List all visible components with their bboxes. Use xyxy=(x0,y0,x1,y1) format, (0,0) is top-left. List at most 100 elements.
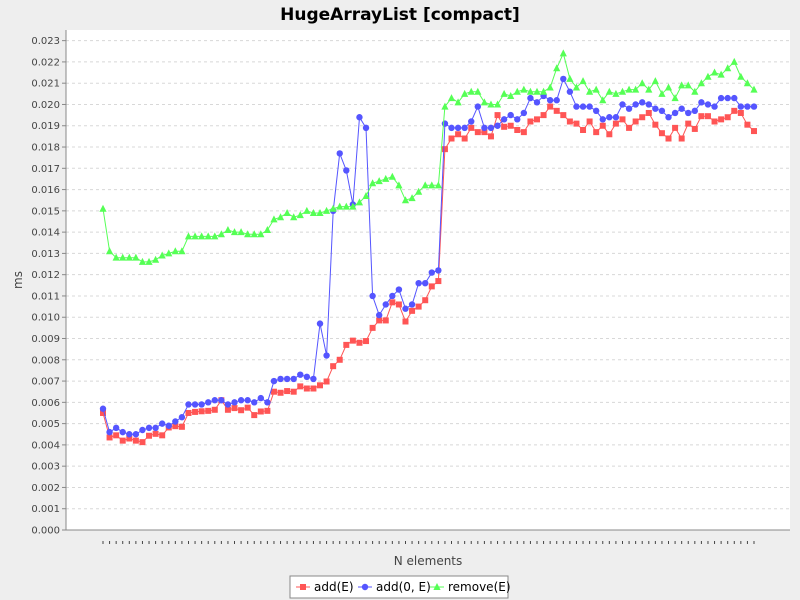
data-point xyxy=(388,172,396,180)
y-tick-label: 0.017 xyxy=(31,164,60,175)
y-tick-label: 0.007 xyxy=(31,377,60,388)
data-point xyxy=(277,375,284,383)
data-point xyxy=(560,112,567,119)
data-point xyxy=(238,407,245,414)
data-point xyxy=(750,85,758,93)
data-point xyxy=(251,412,258,419)
data-point xyxy=(263,226,271,233)
data-point xyxy=(566,118,573,125)
data-point xyxy=(132,431,140,438)
y-tick-label: 0.012 xyxy=(31,270,60,281)
data-point xyxy=(211,232,219,240)
data-point xyxy=(231,399,238,406)
data-point xyxy=(593,129,600,136)
data-point xyxy=(632,101,639,108)
data-point xyxy=(145,424,153,432)
data-point xyxy=(270,388,277,395)
legend-box xyxy=(289,575,509,599)
data-point xyxy=(224,406,231,413)
data-point xyxy=(546,97,554,104)
data-point xyxy=(297,371,304,378)
data-point xyxy=(441,146,448,153)
data-point xyxy=(731,107,738,114)
data-point xyxy=(230,228,239,236)
data-point xyxy=(343,341,350,348)
y-tick-label: 0.006 xyxy=(31,398,60,409)
data-point xyxy=(592,107,600,115)
data-point xyxy=(547,103,554,110)
data-point xyxy=(467,87,475,95)
data-point xyxy=(172,423,179,430)
data-point xyxy=(237,397,245,404)
series-line xyxy=(102,51,755,263)
data-point xyxy=(389,292,396,300)
data-point xyxy=(645,85,653,93)
data-point xyxy=(257,394,265,402)
data-point xyxy=(211,406,218,413)
data-point xyxy=(579,77,587,85)
data-point xyxy=(172,418,179,425)
data-point xyxy=(270,377,278,385)
data-point xyxy=(126,435,133,442)
data-point xyxy=(527,118,534,125)
data-point xyxy=(178,247,186,255)
data-point xyxy=(553,107,560,114)
data-point xyxy=(494,112,501,119)
data-point xyxy=(606,114,613,121)
data-point xyxy=(599,116,606,123)
data-point xyxy=(698,113,705,120)
data-point xyxy=(205,399,212,406)
data-point xyxy=(572,83,581,91)
data-point xyxy=(355,198,364,206)
data-point xyxy=(487,124,495,132)
data-point xyxy=(224,226,232,233)
data-point xyxy=(303,373,311,381)
data-point xyxy=(455,131,462,138)
data-point xyxy=(250,230,258,238)
data-point xyxy=(468,124,475,131)
data-point xyxy=(566,74,574,82)
data-point xyxy=(356,114,363,121)
data-point xyxy=(139,439,146,446)
data-point xyxy=(632,85,640,93)
data-point xyxy=(257,408,264,415)
data-point xyxy=(100,409,106,416)
data-point xyxy=(652,121,659,128)
data-point xyxy=(678,135,685,142)
data-point xyxy=(685,109,692,117)
data-point xyxy=(487,133,494,140)
data-point xyxy=(691,125,698,132)
data-point xyxy=(540,112,547,119)
data-point xyxy=(145,257,153,265)
data-point xyxy=(514,116,521,123)
data-point xyxy=(428,181,436,189)
legend: add(E) add(0, E) remove(E) xyxy=(289,575,511,599)
data-point xyxy=(434,181,442,189)
data-point xyxy=(645,109,652,116)
data-point xyxy=(514,127,521,133)
data-point xyxy=(178,423,185,430)
data-point xyxy=(652,105,659,112)
data-point xyxy=(402,318,409,325)
data-point xyxy=(283,375,291,383)
data-point xyxy=(513,87,521,95)
data-point xyxy=(310,385,317,392)
series-line xyxy=(102,77,754,435)
data-point xyxy=(474,103,482,110)
y-tick-label: 0.002 xyxy=(31,483,60,494)
data-point xyxy=(618,87,627,95)
data-point xyxy=(751,128,757,135)
data-point xyxy=(586,118,593,125)
data-point xyxy=(402,305,409,312)
data-point xyxy=(553,64,561,72)
data-point xyxy=(573,120,580,127)
data-point xyxy=(658,107,666,115)
data-point xyxy=(322,206,331,214)
data-point xyxy=(546,83,554,91)
data-point xyxy=(119,437,126,444)
data-point xyxy=(191,232,199,240)
data-point xyxy=(105,247,114,255)
data-point xyxy=(474,87,482,95)
data-point xyxy=(99,405,107,412)
data-point xyxy=(401,196,410,204)
